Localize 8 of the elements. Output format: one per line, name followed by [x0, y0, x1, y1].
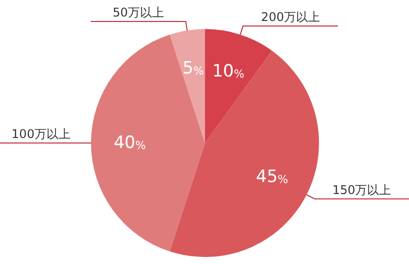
data-label: 10%	[212, 61, 244, 82]
slice-label: 100万以上	[12, 127, 70, 141]
data-label: 40%	[114, 133, 146, 153]
slice-label: 50万以上	[112, 6, 164, 20]
data-label: 45%	[256, 167, 288, 188]
data-label: 5%	[182, 58, 204, 79]
slice-label: 200万以上	[261, 10, 320, 24]
slice-label: 150万以上	[332, 182, 392, 197]
